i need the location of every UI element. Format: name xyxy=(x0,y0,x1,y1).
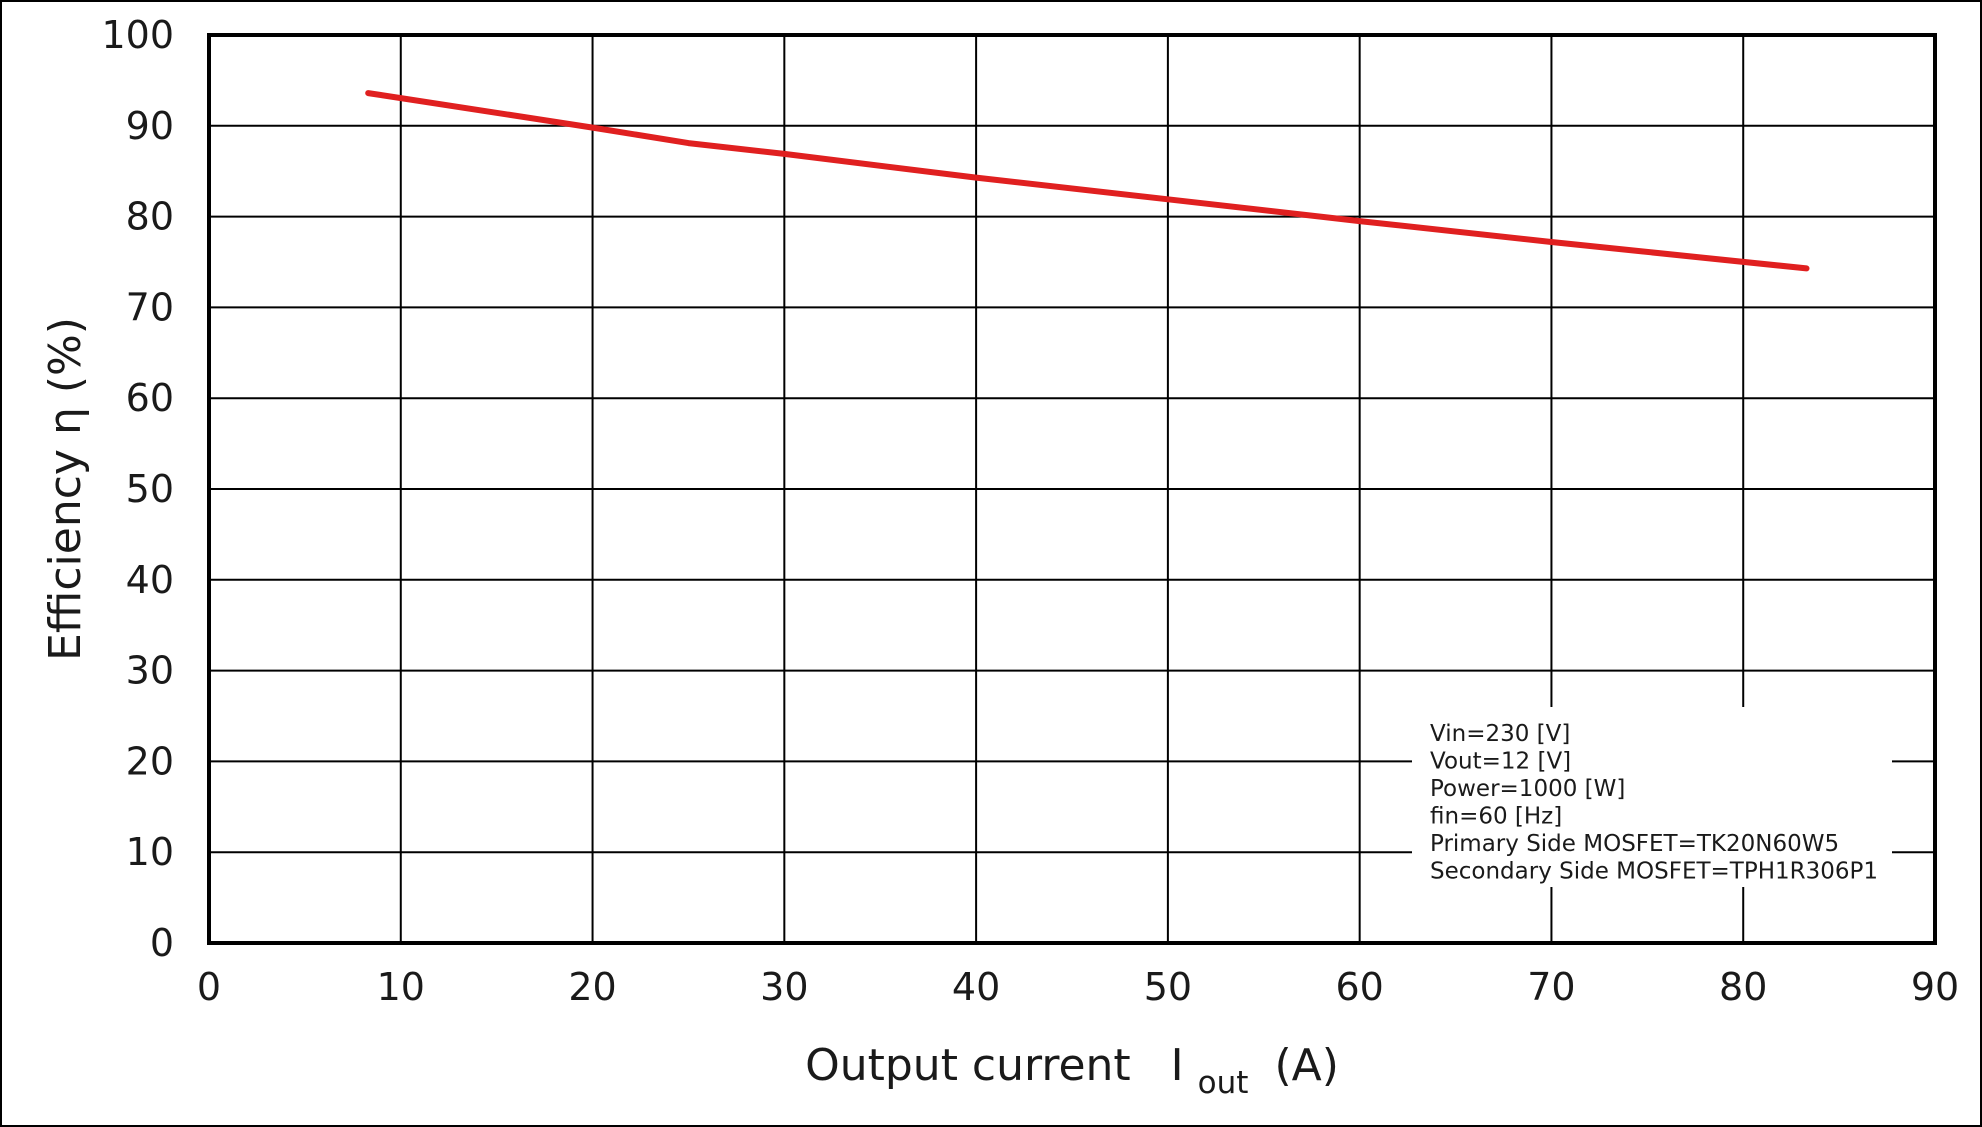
x-axis-title-symbol: I xyxy=(1171,1040,1184,1091)
efficiency-line xyxy=(365,90,1810,272)
y-tick-label: 10 xyxy=(126,830,174,874)
x-tick-label: 50 xyxy=(1144,965,1192,1009)
x-axis-title-subscript: out xyxy=(1198,1065,1249,1101)
x-tick-label: 80 xyxy=(1719,965,1767,1009)
x-tick-label: 30 xyxy=(760,965,808,1009)
x-axis-title: Output current I out (A) xyxy=(805,1040,1339,1104)
y-tick-label: 100 xyxy=(101,13,174,57)
x-tick-label: 0 xyxy=(197,965,221,1009)
y-tick-label: 90 xyxy=(126,104,174,148)
plot-border xyxy=(207,33,1937,945)
y-tick-label: 50 xyxy=(126,467,174,511)
y-tick-labels: 0 10 20 30 40 50 60 70 80 90 100 xyxy=(101,13,174,965)
x-tick-label: 90 xyxy=(1911,965,1959,1009)
grid xyxy=(209,35,1935,943)
y-tick-label: 20 xyxy=(126,739,174,783)
y-tick-label: 40 xyxy=(126,558,174,602)
y-tick-label: 80 xyxy=(126,195,174,239)
x-tick-labels: 0 10 20 30 40 50 60 70 80 90 xyxy=(197,965,1959,1009)
x-axis-title-text: Output current xyxy=(805,1040,1131,1091)
annotation-box: Vin=230 [V]Vout=12 [V]Power=1000 [W]fin=… xyxy=(1430,721,1878,885)
x-axis-title-unit: (A) xyxy=(1274,1040,1338,1091)
annotation-line: Secondary Side MOSFET=TPH1R306P1 xyxy=(1430,859,1878,885)
annotation-line: Vout=12 [V] xyxy=(1430,749,1571,775)
y-tick-label: 0 xyxy=(150,921,174,965)
annotation-line: Primary Side MOSFET=TK20N60W5 xyxy=(1430,831,1839,857)
y-tick-label: 60 xyxy=(126,376,174,420)
series-layer xyxy=(365,90,1810,272)
annotation-line: Power=1000 [W] xyxy=(1430,776,1625,802)
annotation-line: Vin=230 [V] xyxy=(1430,721,1570,747)
x-tick-label: 70 xyxy=(1527,965,1575,1009)
annotation-line: fin=60 [Hz] xyxy=(1430,804,1562,830)
x-tick-label: 10 xyxy=(377,965,425,1009)
y-tick-label: 70 xyxy=(126,285,174,329)
annotation-background xyxy=(1412,707,1892,887)
y-tick-label: 30 xyxy=(126,649,174,693)
x-tick-label: 20 xyxy=(568,965,616,1009)
x-tick-label: 60 xyxy=(1335,965,1383,1009)
y-axis-title: Efficiency η (%) xyxy=(40,317,91,661)
x-tick-label: 40 xyxy=(952,965,1000,1009)
